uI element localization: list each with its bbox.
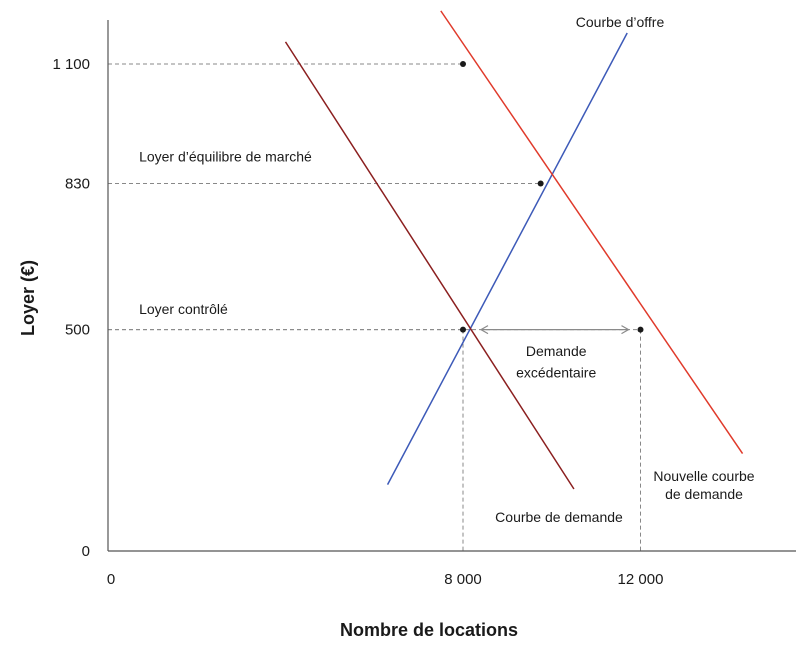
curves bbox=[284, 10, 744, 490]
axes bbox=[107, 20, 796, 552]
y-axis-title: Loyer (€) bbox=[18, 260, 38, 336]
excess-demand-arrow bbox=[479, 325, 630, 335]
y-tick-label: 0 bbox=[82, 543, 90, 560]
x-axis-title: Nombre de locations bbox=[340, 620, 518, 640]
annotation-text: Loyer d’équilibre de marché bbox=[139, 148, 312, 164]
arrow-head-right bbox=[621, 325, 630, 335]
intersection-point bbox=[460, 326, 466, 333]
annotation-text: Loyer contrôlé bbox=[139, 301, 228, 317]
new-demand-curve bbox=[440, 10, 744, 455]
y-tick-label: 830 bbox=[65, 176, 90, 193]
annotation-text: Demande bbox=[526, 343, 587, 359]
new-demand-curve-label: Nouvelle courbe de demande bbox=[653, 468, 754, 502]
x-tick-label: 12 000 bbox=[618, 571, 664, 588]
x-tick-label: 0 bbox=[107, 571, 115, 588]
demand-curve-label: Courbe de demande bbox=[495, 509, 623, 525]
equilibrium-points bbox=[460, 61, 644, 333]
x-tick-label: 8 000 bbox=[444, 571, 482, 588]
supply-curve-label: Courbe d’offre bbox=[576, 14, 665, 30]
intersection-point bbox=[460, 61, 466, 67]
intersection-point bbox=[537, 180, 544, 187]
labels: 0 500 830 1 100 0 8 000 12 000 Courbe d’offre Co… bbox=[52, 14, 754, 588]
y-tick-label: 500 bbox=[65, 322, 90, 339]
annotation-text: excédentaire bbox=[516, 364, 596, 380]
arrow-head-left bbox=[479, 325, 489, 335]
intersection-point bbox=[637, 326, 644, 333]
y-tick-label: 1 100 bbox=[52, 56, 90, 73]
supply-curve bbox=[386, 32, 628, 485]
demand-curve bbox=[284, 41, 575, 490]
